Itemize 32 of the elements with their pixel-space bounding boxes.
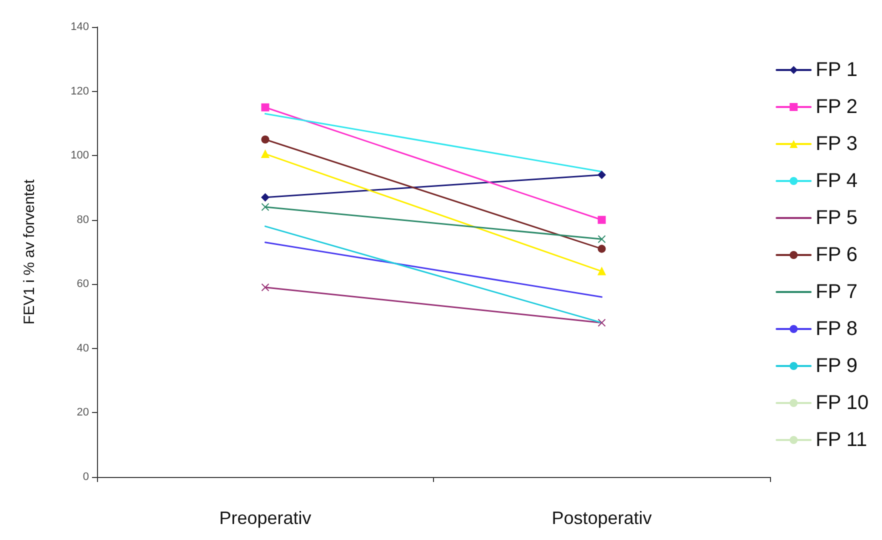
- y-tick-label: 0: [82, 471, 89, 483]
- point: [598, 244, 606, 253]
- point: [598, 216, 606, 224]
- legend-label: FP 8: [816, 318, 858, 340]
- legend-label: FP 6: [816, 244, 858, 266]
- legend-label: FP 5: [816, 207, 858, 229]
- y-tick-label: 20: [76, 406, 89, 419]
- y-tick-label: 40: [76, 342, 89, 354]
- y-tick-label: 100: [70, 150, 89, 162]
- legend-label: FP 2: [816, 96, 858, 118]
- point: [261, 283, 270, 292]
- x-tick-label: Postoperativ: [552, 508, 652, 528]
- point: [598, 170, 606, 179]
- legend-label: FP 7: [816, 281, 858, 303]
- x-tick-label: Preoperativ: [219, 508, 312, 528]
- legend-label: FP 1: [816, 59, 858, 81]
- point: [261, 203, 270, 211]
- legend-label: FP 11: [816, 429, 868, 451]
- y-tick-label: 120: [70, 85, 89, 98]
- legend-label: FP 3: [816, 133, 858, 155]
- legend-label: FP 4: [816, 170, 858, 192]
- point: [261, 193, 270, 202]
- point: [261, 136, 270, 144]
- y-tick-label: 60: [76, 278, 89, 290]
- legend-label: FP 9: [816, 355, 858, 377]
- legend-label: FP 10: [816, 392, 869, 414]
- y-axis-title: FEV1 i % av forventet: [21, 178, 38, 325]
- y-tick-label: 140: [70, 21, 89, 33]
- point: [261, 103, 270, 112]
- point: [598, 235, 606, 244]
- y-tick-label: 80: [76, 214, 89, 226]
- point: [598, 318, 606, 327]
